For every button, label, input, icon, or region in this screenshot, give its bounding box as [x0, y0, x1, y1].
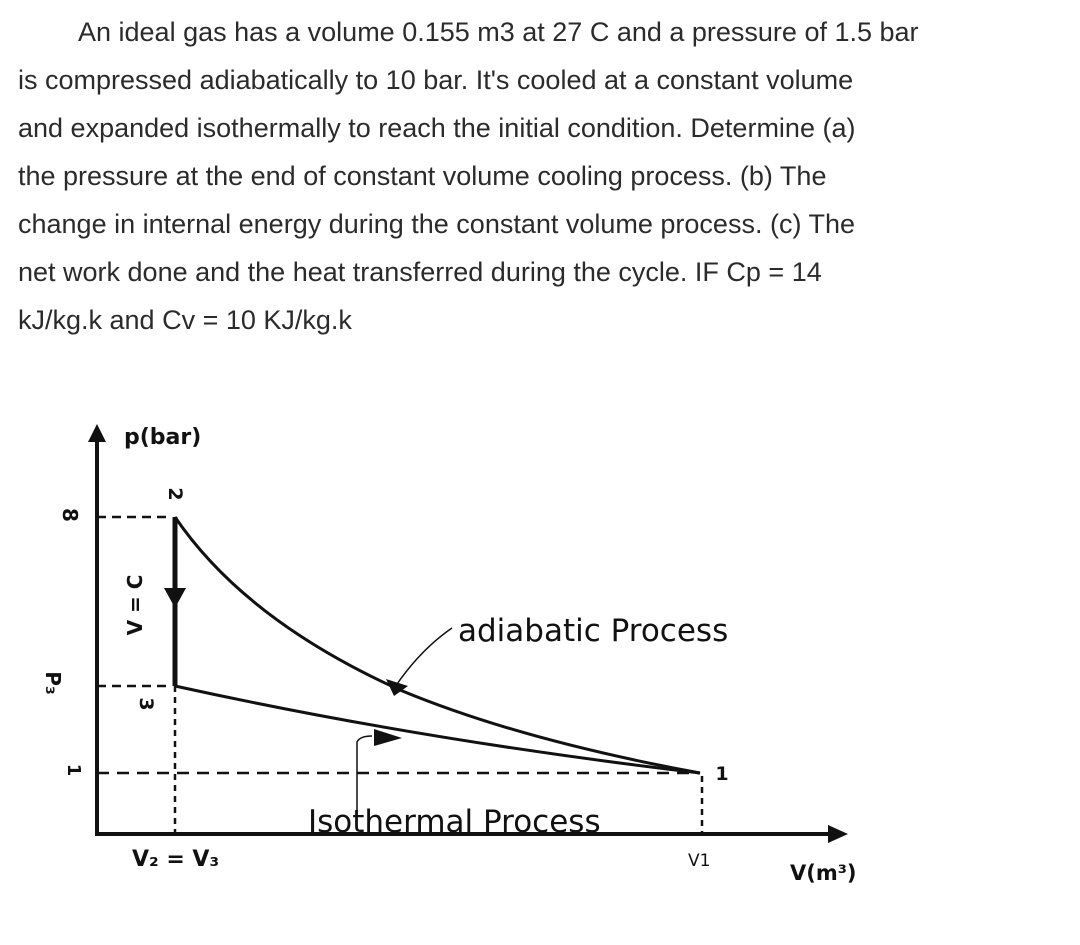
- constant-volume-label: V = C: [123, 575, 147, 636]
- point-1-label: 1: [715, 763, 728, 785]
- isothermal-label: Isothermal Process: [308, 804, 601, 840]
- adiabatic-arrow: [386, 679, 408, 696]
- y-axis-arrow: [88, 424, 106, 442]
- problem-line: An ideal gas has a volume 0.155 m3 at 27…: [78, 17, 919, 47]
- x-axis-label: V(m³): [790, 861, 857, 885]
- isothermal-curve: [174, 684, 701, 775]
- problem-line: kJ/kg.k and Cv = 10 KJ/kg.k: [18, 305, 352, 335]
- problem-line: the pressure at the end of constant volu…: [18, 161, 827, 191]
- isothermal-arrow: [374, 729, 402, 746]
- pv-diagram: p(bar) V(m³) 8 P₃ 1 V₂ = V₃ V1 2 3 1 V =…: [41, 424, 857, 885]
- problem-line: and expanded isothermally to reach the i…: [18, 113, 856, 143]
- constant-volume-arrow: [164, 588, 186, 608]
- x-tick-right: V1: [688, 851, 710, 871]
- problem-line: net work done and the heat transferred d…: [18, 257, 822, 287]
- adiabatic-label: adiabatic Process: [458, 613, 728, 649]
- problem-line: change in internal energy during the con…: [18, 209, 855, 239]
- problem-statement: An ideal gas has a volume 0.155 m3 at 27…: [18, 8, 1068, 344]
- point-2-label: 2: [164, 487, 186, 500]
- y-axis-label: p(bar): [124, 425, 201, 450]
- x-axis-arrow: [828, 825, 848, 843]
- adiabatic-leader: [394, 627, 453, 688]
- y-tick-mid: P₃: [41, 671, 65, 694]
- y-tick-top: 8: [58, 508, 82, 522]
- problem-line: is compressed adiabatically to 10 bar. I…: [18, 65, 854, 95]
- point-3-label: 3: [135, 697, 157, 710]
- y-tick-bottom: 1: [63, 764, 84, 777]
- isothermal-leader: [356, 735, 373, 814]
- x-tick-left: V₂ = V₃: [132, 847, 219, 872]
